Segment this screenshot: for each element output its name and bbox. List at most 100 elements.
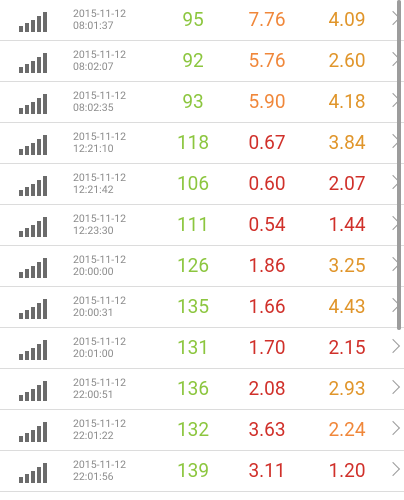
value-3: 2.93 bbox=[328, 377, 366, 400]
value-2: 5.76 bbox=[248, 49, 286, 72]
value-1: 139 bbox=[176, 459, 210, 482]
value-1: 135 bbox=[176, 295, 210, 318]
time-label: 20:00:31 bbox=[73, 306, 114, 319]
value-3: 2.15 bbox=[328, 336, 366, 359]
timestamp: 2015-11-12 08:02:07 bbox=[73, 49, 126, 73]
timestamp: 2015-11-12 22:01:56 bbox=[73, 459, 126, 483]
chevron-right-icon[interactable] bbox=[385, 420, 401, 436]
chevron-right-icon[interactable] bbox=[385, 338, 401, 354]
signal-strength-icon bbox=[19, 51, 51, 73]
date-label: 2015-11-12 bbox=[73, 253, 127, 266]
date-label: 2015-11-12 bbox=[73, 130, 127, 143]
value-2: 0.54 bbox=[248, 213, 286, 236]
signal-strength-icon bbox=[19, 297, 51, 319]
date-label: 2015-11-12 bbox=[73, 294, 127, 307]
signal-strength-icon bbox=[19, 133, 51, 155]
value-1: 93 bbox=[182, 90, 204, 113]
date-label: 2015-11-12 bbox=[73, 212, 127, 225]
timestamp: 2015-11-12 22:00:51 bbox=[73, 377, 126, 401]
value-3: 1.20 bbox=[328, 459, 366, 482]
value-1: 92 bbox=[182, 49, 204, 72]
scrollbar[interactable] bbox=[397, 0, 401, 330]
list-item[interactable]: 2015-11-12 22:01:56 139 3.11 1.20 bbox=[0, 451, 404, 492]
signal-strength-icon bbox=[19, 92, 51, 114]
chevron-right-icon[interactable] bbox=[385, 379, 401, 395]
value-3: 2.24 bbox=[328, 418, 366, 441]
list-item[interactable]: 2015-11-12 20:00:31 135 1.66 4.43 bbox=[0, 287, 404, 328]
list-item[interactable]: 2015-11-12 22:00:51 136 2.08 2.93 bbox=[0, 369, 404, 410]
list-item[interactable]: 2015-11-12 12:21:42 106 0.60 2.07 bbox=[0, 164, 404, 205]
signal-strength-icon bbox=[19, 420, 51, 442]
value-2: 3.63 bbox=[248, 418, 286, 441]
time-label: 08:01:37 bbox=[73, 19, 114, 32]
list-item[interactable]: 2015-11-12 12:23:30 111 0.54 1.44 bbox=[0, 205, 404, 246]
timestamp: 2015-11-12 22:01:22 bbox=[73, 418, 126, 442]
value-2: 1.70 bbox=[248, 336, 286, 359]
time-label: 08:02:07 bbox=[73, 60, 114, 73]
value-2: 3.11 bbox=[248, 459, 286, 482]
timestamp: 2015-11-12 08:01:37 bbox=[73, 8, 126, 32]
timestamp: 2015-11-12 20:01:00 bbox=[73, 336, 126, 360]
value-3: 3.84 bbox=[328, 131, 366, 154]
list-item[interactable]: 2015-11-12 08:02:35 93 5.90 4.18 bbox=[0, 82, 404, 123]
value-3: 3.25 bbox=[328, 254, 366, 277]
timestamp: 2015-11-12 12:21:10 bbox=[73, 131, 126, 155]
date-label: 2015-11-12 bbox=[73, 417, 127, 430]
value-3: 4.43 bbox=[328, 295, 366, 318]
value-2: 2.08 bbox=[248, 377, 286, 400]
value-3: 2.60 bbox=[328, 49, 366, 72]
date-label: 2015-11-12 bbox=[73, 48, 127, 61]
value-2: 1.66 bbox=[248, 295, 286, 318]
timestamp: 2015-11-12 20:00:00 bbox=[73, 254, 126, 278]
date-label: 2015-11-12 bbox=[73, 89, 127, 102]
time-label: 12:21:42 bbox=[73, 183, 114, 196]
time-label: 22:01:56 bbox=[73, 470, 114, 483]
value-1: 111 bbox=[176, 213, 210, 236]
list-item[interactable]: 2015-11-12 22:01:22 132 3.63 2.24 bbox=[0, 410, 404, 451]
signal-strength-icon bbox=[19, 10, 51, 32]
list-item[interactable]: 2015-11-12 20:01:00 131 1.70 2.15 bbox=[0, 328, 404, 369]
list-item[interactable]: 2015-11-12 20:00:00 126 1.86 3.25 bbox=[0, 246, 404, 287]
value-3: 4.09 bbox=[328, 8, 366, 31]
list-item[interactable]: 2015-11-12 12:21:10 118 0.67 3.84 bbox=[0, 123, 404, 164]
value-2: 1.86 bbox=[248, 254, 286, 277]
time-label: 22:01:22 bbox=[73, 429, 114, 442]
signal-strength-icon bbox=[19, 461, 51, 483]
value-3: 2.07 bbox=[328, 172, 366, 195]
list-item[interactable]: 2015-11-12 08:02:07 92 5.76 2.60 bbox=[0, 41, 404, 82]
value-1: 118 bbox=[176, 131, 210, 154]
timestamp: 2015-11-12 20:00:31 bbox=[73, 295, 126, 319]
timestamp: 2015-11-12 12:23:30 bbox=[73, 213, 126, 237]
value-3: 1.44 bbox=[328, 213, 366, 236]
signal-strength-icon bbox=[19, 215, 51, 237]
value-2: 5.90 bbox=[248, 90, 286, 113]
value-1: 132 bbox=[176, 418, 210, 441]
timestamp: 2015-11-12 08:02:35 bbox=[73, 90, 126, 114]
date-label: 2015-11-12 bbox=[73, 335, 127, 348]
time-label: 22:00:51 bbox=[73, 388, 114, 401]
chevron-right-icon[interactable] bbox=[385, 461, 401, 477]
value-1: 126 bbox=[176, 254, 210, 277]
time-label: 08:02:35 bbox=[73, 101, 114, 114]
date-label: 2015-11-12 bbox=[73, 458, 127, 471]
signal-strength-icon bbox=[19, 256, 51, 278]
value-1: 131 bbox=[176, 336, 210, 359]
time-label: 20:00:00 bbox=[73, 265, 114, 278]
signal-strength-icon bbox=[19, 338, 51, 360]
date-label: 2015-11-12 bbox=[73, 376, 127, 389]
value-3: 4.18 bbox=[328, 90, 366, 113]
time-label: 12:21:10 bbox=[73, 142, 114, 155]
time-label: 12:23:30 bbox=[73, 224, 114, 237]
value-1: 136 bbox=[176, 377, 210, 400]
value-1: 95 bbox=[182, 8, 204, 31]
signal-strength-icon bbox=[19, 379, 51, 401]
value-2: 0.60 bbox=[248, 172, 286, 195]
timestamp: 2015-11-12 12:21:42 bbox=[73, 172, 126, 196]
value-1: 106 bbox=[176, 172, 210, 195]
date-label: 2015-11-12 bbox=[73, 171, 127, 184]
time-label: 20:01:00 bbox=[73, 347, 114, 360]
value-2: 0.67 bbox=[248, 131, 286, 154]
signal-strength-icon bbox=[19, 174, 51, 196]
list-item[interactable]: 2015-11-12 08:01:37 95 7.76 4.09 bbox=[0, 0, 404, 41]
